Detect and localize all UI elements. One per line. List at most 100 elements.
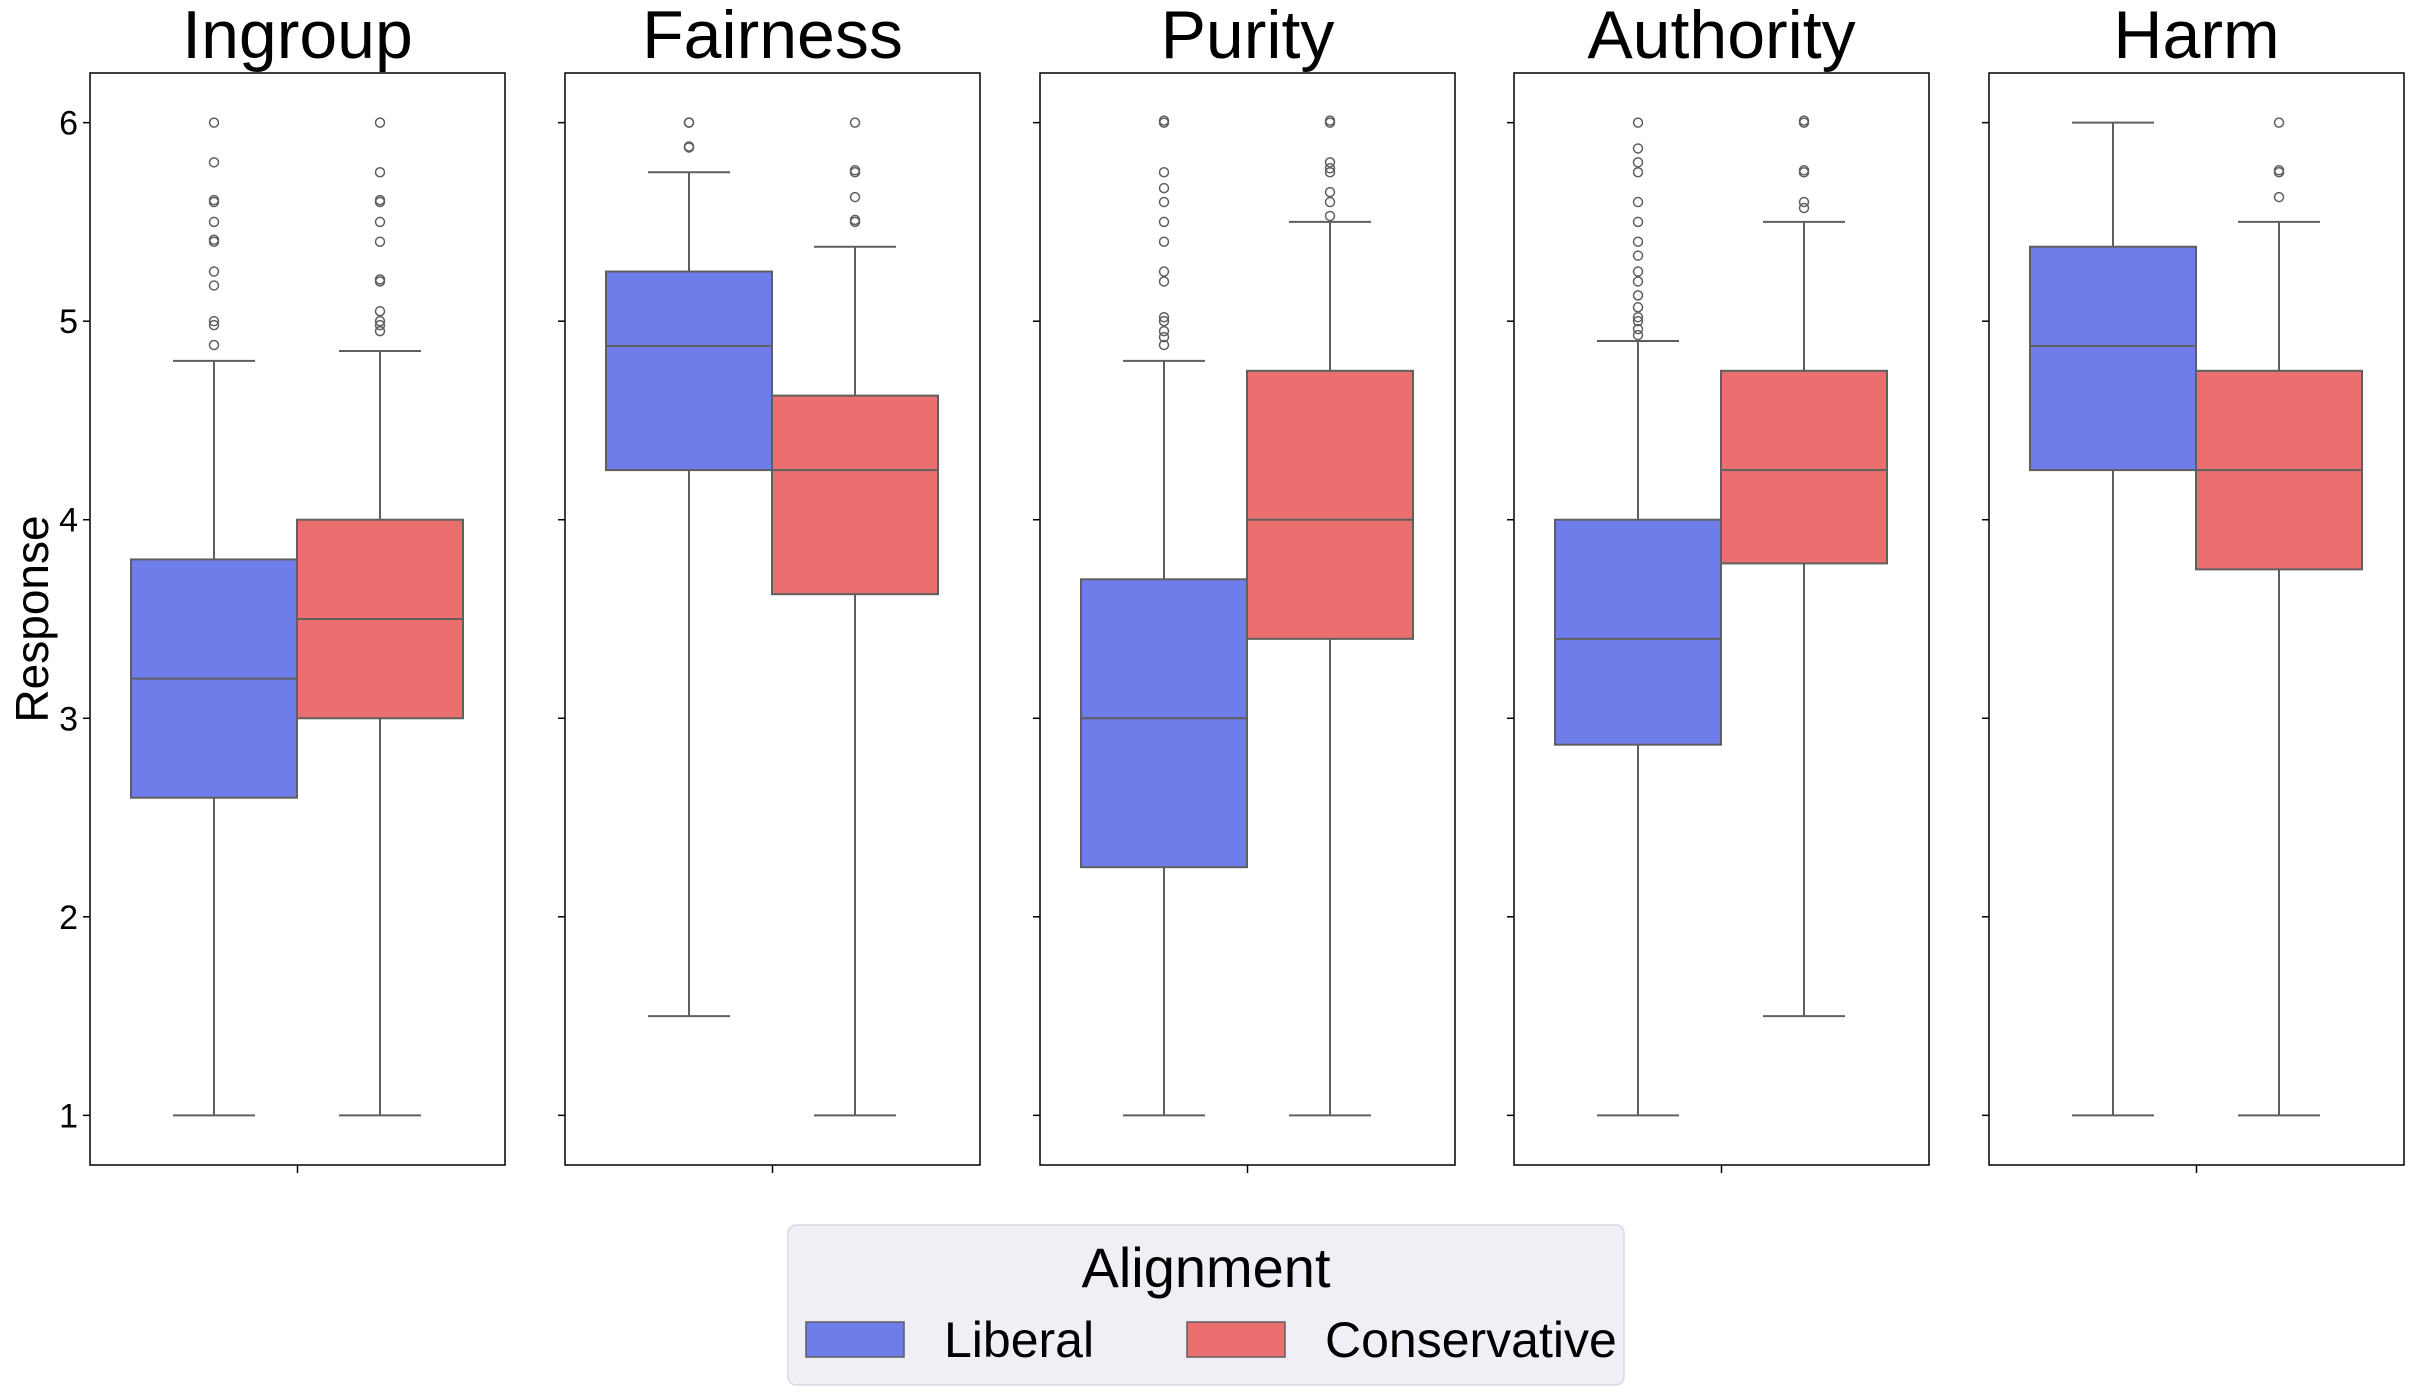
box-iqr [771, 394, 939, 596]
box-conservative [771, 117, 939, 1117]
outlier-point [1158, 266, 1170, 277]
panel-harm: Harm [1982, 0, 2405, 1173]
box-iqr [1720, 369, 1888, 565]
y-tick-label: 6 [59, 105, 78, 143]
outlier-point [1632, 167, 1644, 178]
legend: Alignment Liberal Conservative [787, 1224, 1625, 1386]
outlier-point [1632, 143, 1644, 154]
box-iqr [1554, 518, 1722, 746]
panel-title: Authority [1587, 0, 1855, 73]
outlier-point [1632, 216, 1644, 228]
outlier-point [1324, 210, 1336, 222]
box-iqr [1246, 369, 1414, 640]
outlier-point [208, 117, 220, 128]
outlier-point [1324, 167, 1336, 178]
box-liberal [2029, 121, 2197, 1117]
outlier-point [1324, 196, 1336, 208]
outlier-point [1632, 196, 1644, 208]
legend-label-liberal: Liberal [944, 1312, 1094, 1368]
outlier-point [849, 165, 861, 176]
outlier-point [1158, 167, 1170, 178]
panel-authority: Authority [1507, 0, 1930, 1173]
y-tick-label: 3 [59, 700, 78, 738]
outlier-point [1158, 315, 1170, 327]
legend-label-conservative: Conservative [1325, 1312, 1617, 1368]
box-iqr [1080, 578, 1248, 869]
outlier-point [374, 167, 386, 178]
outlier-point [1798, 202, 1810, 214]
box-liberal [605, 117, 773, 1018]
panel-frame [1988, 72, 2405, 1166]
outlier-point [1632, 266, 1644, 277]
outlier-point [1798, 196, 1810, 208]
panel-ingroup: Ingroup 1 2 3 4 5 6 [59, 0, 506, 1173]
outlier-point [1632, 157, 1644, 168]
outlier-point [1158, 331, 1170, 343]
outlier-point [1158, 216, 1170, 228]
outlier-point [1158, 339, 1170, 351]
outlier-point [374, 319, 386, 331]
outlier-point [2273, 191, 2285, 203]
outlier-point [374, 194, 386, 206]
panel-title: Purity [1161, 0, 1335, 73]
outlier-point [1632, 311, 1644, 323]
outlier-point [374, 216, 386, 228]
legend-swatch-conservative [1186, 1321, 1286, 1358]
outlier-point [1158, 115, 1170, 126]
outlier-point [208, 157, 220, 168]
outlier-point [374, 325, 386, 337]
outlier-point [208, 315, 220, 327]
outlier-point [1632, 117, 1644, 128]
outlier-point [1632, 302, 1644, 313]
outlier-point [374, 236, 386, 248]
outlier-point [1632, 236, 1644, 248]
outlier-point [1158, 236, 1170, 248]
legend-swatch-liberal [805, 1321, 905, 1358]
outlier-point [374, 315, 386, 327]
outlier-point [208, 194, 220, 206]
outlier-point [208, 216, 220, 228]
outlier-point [683, 141, 695, 152]
panel-fairness: Fairness [558, 0, 981, 1173]
outlier-point [849, 191, 861, 203]
panel-frame [564, 72, 981, 1166]
panel-title: Fairness [642, 0, 903, 73]
legend-title: Alignment [1081, 1236, 1330, 1299]
outlier-point [849, 117, 861, 128]
outlier-point [1632, 323, 1644, 335]
panel-title: Ingroup [182, 0, 413, 73]
y-tick-label: 5 [59, 303, 78, 341]
outlier-point [1632, 290, 1644, 301]
outlier-point [1158, 325, 1170, 337]
panel-title: Harm [2113, 0, 2279, 73]
outlier-point [374, 117, 386, 128]
outlier-point [1158, 196, 1170, 208]
outlier-point [374, 306, 386, 317]
outlier-point [208, 280, 220, 291]
outlier-point [374, 274, 386, 285]
y-tick-label: 4 [59, 502, 78, 540]
y-tick-label: 2 [59, 899, 78, 937]
outlier-point [2273, 165, 2285, 176]
outlier-point [1324, 157, 1336, 168]
box-liberal [1554, 117, 1722, 1117]
panel-purity: Purity [1033, 0, 1456, 1173]
outlier-point [208, 319, 220, 331]
y-axis-label: Response [6, 515, 58, 722]
outlier-point [1324, 186, 1336, 198]
outlier-point [1632, 315, 1644, 327]
outlier-point [1632, 250, 1644, 261]
box-conservative [1720, 115, 1888, 1018]
outlier-point [1798, 165, 1810, 176]
box-liberal [1080, 115, 1248, 1117]
box-conservative [296, 117, 464, 1117]
box-conservative [1246, 115, 1414, 1117]
outlier-point [1632, 329, 1644, 341]
box-liberal [130, 117, 298, 1117]
outlier-point [208, 234, 220, 246]
outlier-point [1324, 163, 1336, 174]
outlier-point [1158, 311, 1170, 323]
y-tick-label: 1 [59, 1097, 78, 1135]
box-iqr [605, 270, 773, 472]
